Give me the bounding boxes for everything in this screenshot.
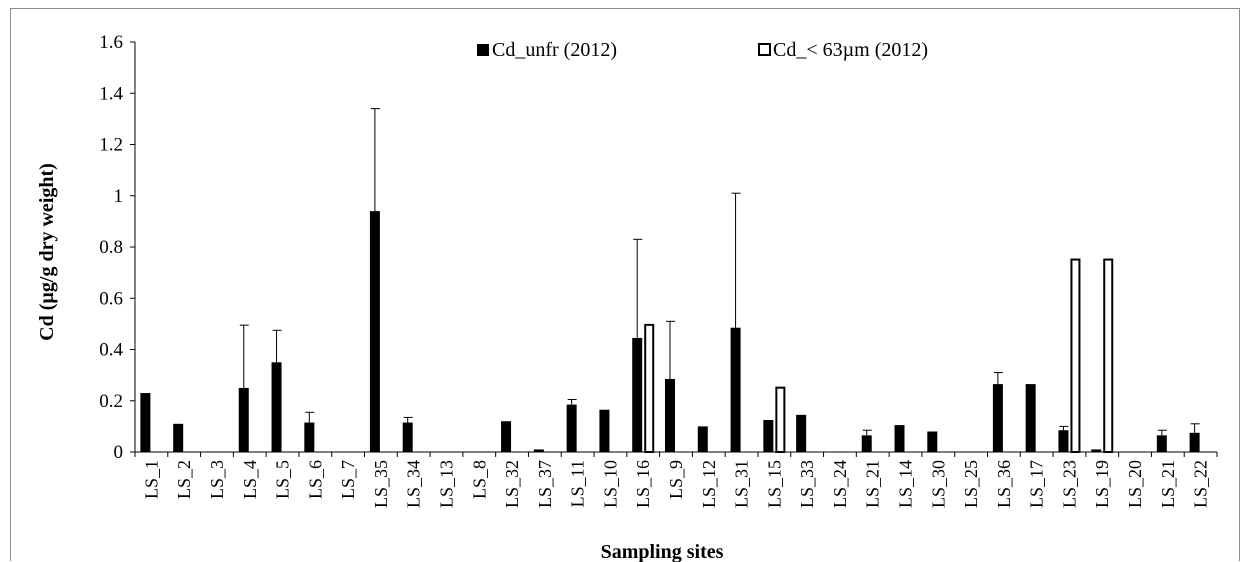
x-tick-label: LS_35 — [371, 460, 391, 508]
bar-chart: 0 0.2 0.4 0.6 0.8 1 1.2 1.4 1.6 LS_1 LS_2 LS_3 LS_4… — [36, 32, 1218, 562]
y-tick-label: 0 — [114, 442, 124, 463]
y-tick-label: 0.2 — [99, 391, 123, 412]
x-tick-label: LS_14 — [896, 460, 916, 508]
x-tick-label: LS_16 — [633, 460, 653, 508]
x-tick-label: LS_17 — [1027, 460, 1047, 508]
x-tick-label: LS_5 — [273, 460, 293, 499]
x-tick-label: LS_31 — [732, 460, 752, 508]
x-tick-label: LS_7 — [338, 460, 358, 499]
bar-0-5 — [304, 422, 315, 452]
y-tick-label: 1.2 — [99, 135, 123, 156]
x-tick-label: LS_30 — [928, 460, 948, 508]
x-tick-label: LS_24 — [830, 460, 850, 508]
x-tick-label: LS_25 — [961, 460, 981, 508]
y-tick-label: 0.6 — [99, 288, 123, 309]
legend-label-unfr: Cd_unfr (2012) — [492, 39, 617, 61]
legend: Cd_unfr (2012) Cd_< 63µm (2012) — [477, 39, 928, 61]
bar-0-3 — [238, 387, 249, 452]
bar-0-29 — [1091, 449, 1102, 452]
x-tick-label: LS_13 — [436, 460, 456, 508]
x-tick-label: LS_9 — [666, 460, 686, 499]
x-tick-label: LS_8 — [469, 460, 489, 499]
x-tick-label: LS_4 — [240, 460, 260, 499]
x-tick-label: LS_23 — [1059, 460, 1079, 508]
bar-0-24 — [927, 431, 938, 452]
x-tick-label: LS_2 — [174, 460, 194, 499]
axes — [130, 41, 1218, 457]
bar-0-28 — [1058, 430, 1069, 452]
bar-0-12 — [533, 449, 544, 452]
x-tick-label: LS_33 — [797, 460, 817, 508]
legend-label-63um: Cd_< 63µm (2012) — [773, 39, 928, 61]
x-tick-label: LS_1 — [141, 460, 161, 499]
x-tick-label: LS_11 — [568, 460, 588, 507]
bar-0-7 — [369, 211, 380, 452]
chart-frame: 0 0.2 0.4 0.6 0.8 1 1.2 1.4 1.6 LS_1 LS_2 LS_3 LS_4… — [10, 8, 1240, 562]
y-tick-label: 0.4 — [99, 340, 123, 361]
x-tick-label: LS_6 — [305, 460, 325, 499]
legend-swatch-filled — [477, 44, 489, 56]
x-tick-label: LS_21 — [1158, 460, 1178, 508]
x-axis-title: Sampling sites — [601, 541, 724, 562]
bar-0-32 — [1189, 432, 1200, 452]
bar-0-31 — [1156, 435, 1167, 452]
bar-0-20 — [796, 414, 807, 452]
bar-0-0 — [140, 393, 151, 452]
bar-0-16 — [665, 378, 675, 452]
bars — [140, 211, 1200, 453]
x-tick-label: LS_19 — [1092, 460, 1112, 508]
bar-0-26 — [992, 384, 1003, 452]
bar-0-1 — [173, 423, 184, 452]
x-tick-label: LS_12 — [699, 460, 719, 508]
x-tick-label: LS_10 — [600, 460, 620, 508]
bar-0-14 — [599, 409, 610, 452]
bar-0-15 — [632, 337, 643, 452]
x-tick-labels: LS_1 LS_2 LS_3 LS_4 LS_5 LS_6 LS_7 LS_35 LS_34 LS… — [141, 460, 1210, 508]
x-tick-label: LS_3 — [207, 460, 227, 499]
x-tick-label: LS_37 — [535, 460, 555, 508]
x-tick-label: LS_32 — [502, 460, 522, 508]
y-tick-label: 1.4 — [99, 83, 123, 104]
y-tick-label: 1 — [114, 186, 124, 207]
bar-0-17 — [697, 426, 708, 452]
bar-0-18 — [730, 327, 741, 452]
x-tick-label: LS_21 — [863, 460, 883, 508]
bar-0-11 — [501, 421, 512, 452]
y-tick-labels: 0 0.2 0.4 0.6 0.8 1 1.2 1.4 1.6 — [99, 32, 123, 463]
bar-0-27 — [1025, 384, 1036, 452]
bar-1-29 — [1103, 258, 1114, 453]
bar-1-15 — [644, 323, 655, 453]
x-tick-label: LS_22 — [1191, 460, 1211, 508]
x-tick-label: LS_15 — [764, 460, 784, 508]
error-bars — [239, 108, 1200, 436]
bar-1-19 — [775, 386, 786, 453]
y-tick-label: 0.8 — [99, 237, 123, 258]
bar-0-8 — [402, 422, 413, 452]
y-tick-label: 1.6 — [99, 32, 123, 53]
bar-0-13 — [566, 404, 577, 452]
legend-swatch-hollow — [758, 43, 771, 56]
bar-1-28 — [1070, 258, 1081, 453]
x-tick-label: LS_36 — [994, 460, 1014, 508]
bar-0-4 — [271, 362, 282, 452]
bar-0-23 — [894, 425, 905, 452]
x-tick-label: LS_34 — [404, 460, 424, 508]
x-tick-label: LS_20 — [1125, 460, 1145, 508]
bar-0-19 — [763, 419, 774, 452]
y-axis-title: Cd (µg/g dry weight) — [36, 163, 58, 341]
bar-0-22 — [861, 435, 872, 452]
